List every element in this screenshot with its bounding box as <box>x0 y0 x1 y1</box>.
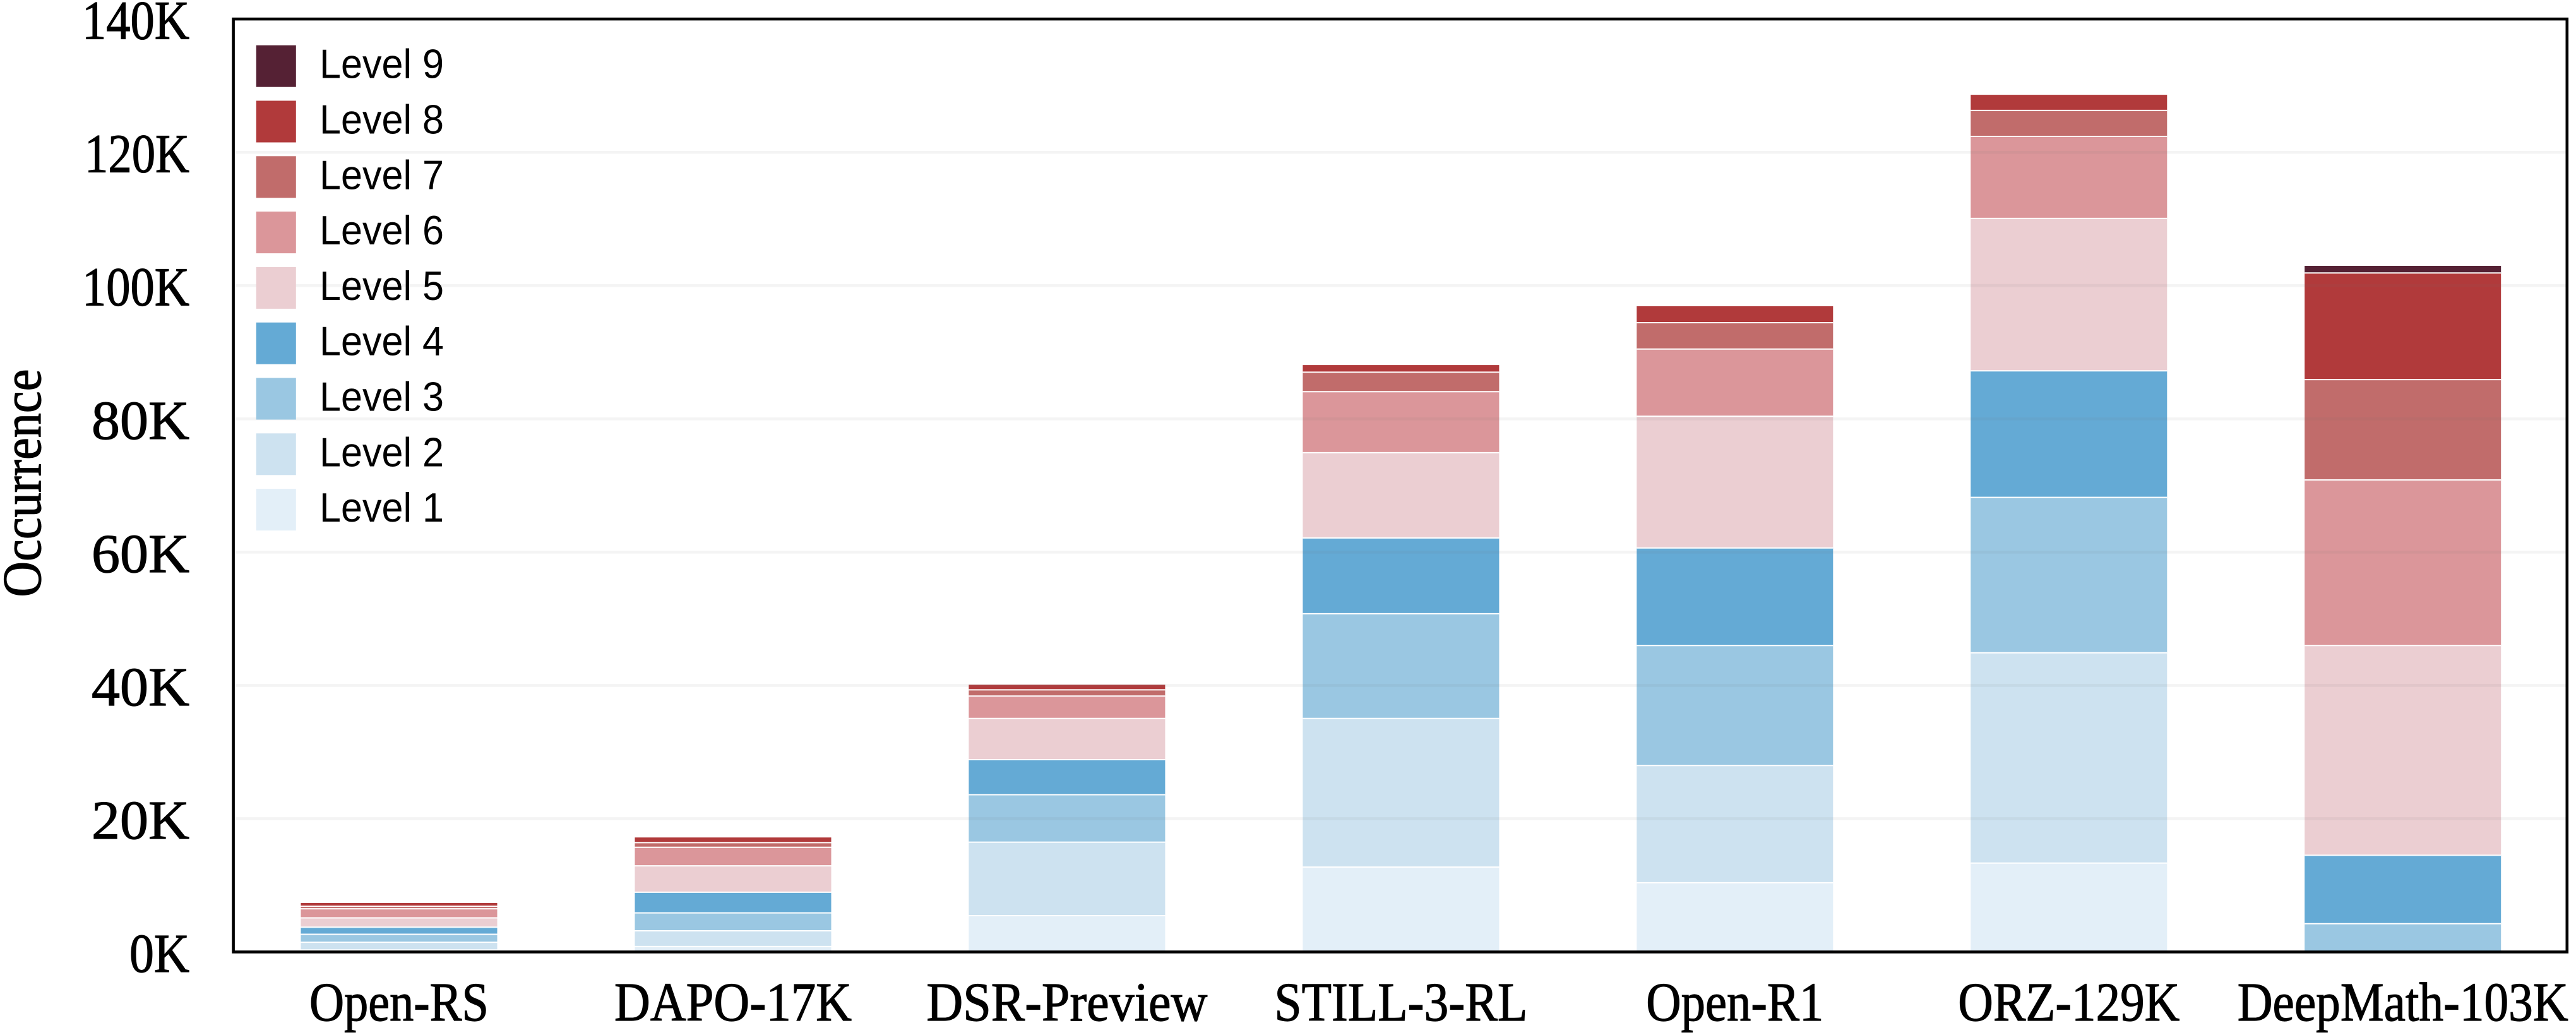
svg-text:STILL-3-RL: STILL-3-RL <box>1274 971 1527 1032</box>
svg-text:ORZ-129K: ORZ-129K <box>1958 971 2179 1032</box>
svg-text:DeepMath-103K: DeepMath-103K <box>2238 971 2568 1032</box>
svg-text:DAPO-17K: DAPO-17K <box>614 971 852 1032</box>
svg-text:Open-R1: Open-R1 <box>1646 971 1823 1032</box>
svg-text:80K: 80K <box>92 390 189 451</box>
svg-text:140K: 140K <box>82 0 189 51</box>
svg-text:Level 8: Level 8 <box>319 97 444 143</box>
svg-text:Occurrence: Occurrence <box>0 369 52 597</box>
svg-text:100K: 100K <box>82 256 189 318</box>
svg-text:Level 5: Level 5 <box>319 263 444 309</box>
svg-text:120K: 120K <box>85 123 189 184</box>
svg-text:Level 2: Level 2 <box>319 429 444 475</box>
svg-text:Level 7: Level 7 <box>319 152 444 198</box>
svg-text:Open-RS: Open-RS <box>309 971 489 1032</box>
svg-text:60K: 60K <box>92 523 189 584</box>
svg-text:40K: 40K <box>92 656 189 717</box>
svg-text:Level 4: Level 4 <box>319 318 444 364</box>
svg-text:Level 9: Level 9 <box>319 41 444 87</box>
svg-text:DSR-Preview: DSR-Preview <box>926 971 1207 1032</box>
svg-text:Level 1: Level 1 <box>319 484 444 530</box>
svg-text:20K: 20K <box>92 789 189 851</box>
svg-text:0K: 0K <box>129 923 189 984</box>
svg-text:Level 6: Level 6 <box>319 207 444 253</box>
svg-text:Level 3: Level 3 <box>319 374 444 420</box>
